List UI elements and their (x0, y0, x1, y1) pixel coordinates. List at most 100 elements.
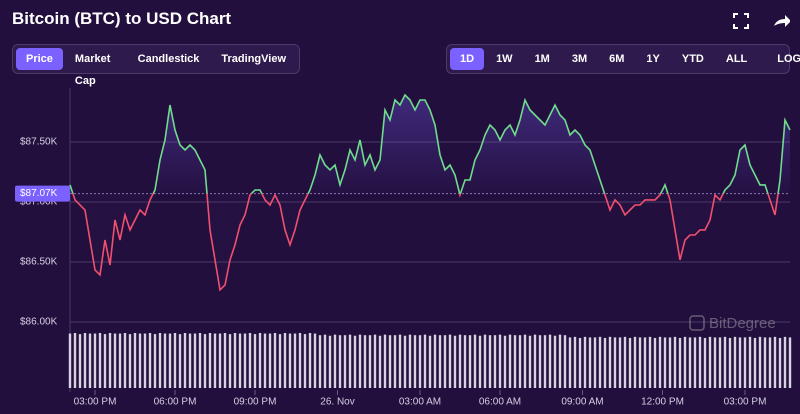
view-tab-group: Price Market Cap Candlestick TradingView (12, 44, 300, 87)
volume-bar (183, 333, 187, 388)
tab-button[interactable]: 1M (534, 53, 550, 65)
volume-bar (653, 337, 657, 388)
fullscreen-icon[interactable] (733, 13, 749, 29)
volume-bar (608, 336, 612, 388)
volume-bar (73, 333, 77, 388)
volume-bar (168, 333, 172, 388)
tab-button[interactable]: 1Y (646, 53, 660, 65)
volume-bar (423, 334, 427, 388)
volume-bar (208, 333, 212, 388)
volume-bar (203, 334, 207, 388)
volume-bar (458, 334, 462, 388)
watermark-text: BitDegree (709, 315, 776, 332)
x-tick-label: 03:00 AM (399, 397, 441, 408)
volume-bar (408, 334, 412, 388)
volume-bar (718, 337, 722, 388)
volume-bar (773, 336, 777, 388)
tab-button[interactable]: 6M (609, 53, 625, 65)
volume-bar (388, 335, 392, 388)
volume-bar (463, 335, 467, 388)
volume-bar (348, 334, 352, 388)
volume-bar (483, 334, 487, 388)
volume-bar (748, 336, 752, 388)
range-tab-group: 1D 1W 1M 3M 6M 1Y YTD ALL LOG (446, 44, 800, 74)
volume-bar (453, 335, 457, 388)
volume-bar (728, 337, 732, 388)
tab-button[interactable]: Candlestick (137, 53, 200, 65)
volume-bar (703, 337, 707, 388)
volume-bar (338, 335, 342, 388)
volume-bar (593, 337, 597, 388)
volume-bar (83, 333, 87, 388)
volume-bar (283, 333, 287, 388)
volume-bar (518, 335, 522, 388)
volume-bar (418, 335, 422, 388)
volume-bar (708, 336, 712, 388)
volume-bar (638, 337, 642, 388)
tab-button[interactable]: TradingView (221, 53, 286, 65)
volume-bar (498, 334, 502, 388)
volume-bar (623, 336, 627, 388)
volume-bar (273, 333, 277, 388)
volume-bar (563, 335, 567, 388)
volume-bar (413, 335, 417, 388)
volume-bar (143, 333, 147, 388)
volume-bar (643, 337, 647, 388)
tab-button[interactable]: 1W (496, 53, 513, 65)
toolbar-icons (733, 13, 790, 29)
volume-bar (278, 334, 282, 388)
volume-bar (428, 335, 432, 388)
volume-bar (303, 334, 307, 388)
volume-bar (128, 334, 132, 388)
volume-bar (538, 335, 542, 388)
volume-bar (198, 333, 202, 388)
x-tick-label: 12:00 PM (641, 397, 684, 408)
share-icon[interactable] (774, 15, 790, 27)
price-line (69, 93, 791, 292)
volume-bar (438, 335, 442, 388)
tab-button[interactable]: LOG (777, 53, 800, 65)
volume-bar (383, 334, 387, 388)
tab-button[interactable]: 3M (571, 53, 588, 65)
tab-button[interactable]: 1D (450, 48, 485, 70)
tab-button[interactable]: YTD (681, 53, 704, 65)
volume-bar (443, 335, 447, 388)
volume-bar (158, 333, 162, 388)
volume-bar (258, 333, 262, 388)
volume-bar (138, 333, 142, 388)
volume-bar (243, 333, 247, 388)
y-tick-label: $87.50K (20, 137, 58, 148)
volume-bar (523, 334, 527, 388)
y-tick-label: $86.50K (20, 257, 58, 268)
chart-heading: Bitcoin (BTC) to USD Chart (12, 9, 232, 28)
volume-bar (528, 335, 532, 388)
volume-bar (148, 333, 152, 388)
volume-bar (598, 336, 602, 388)
volume-bar (668, 337, 672, 388)
volume-bar (573, 336, 577, 388)
volume-bar (113, 333, 117, 388)
volume-bar (403, 335, 407, 388)
volume-bar (628, 337, 632, 388)
tab-button[interactable]: Market Cap (74, 53, 111, 87)
volume-bar (268, 333, 272, 388)
volume-bar (763, 337, 767, 388)
tab-button[interactable]: ALL (725, 53, 748, 65)
volume-bar (288, 333, 292, 388)
volume-bar (788, 337, 792, 388)
volume-bar (683, 336, 687, 388)
volume-bar (508, 334, 512, 388)
volume-bar (378, 335, 382, 388)
volume-bar (568, 337, 572, 388)
volume-bar (358, 334, 362, 388)
tab-button[interactable]: Price (16, 48, 63, 70)
volume-bar (328, 335, 332, 388)
volume-bar (238, 333, 242, 388)
volume-bar (663, 337, 667, 388)
volume-bar (153, 334, 157, 388)
volume-bar (543, 335, 547, 388)
volume-bar (68, 333, 72, 388)
volume-bar (218, 333, 222, 388)
